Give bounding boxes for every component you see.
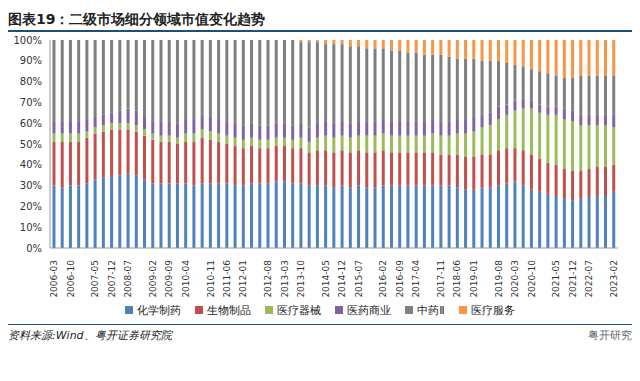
svg-text:70%: 70%	[20, 97, 42, 108]
svg-text:40%: 40%	[20, 159, 42, 170]
svg-text:2021-05: 2021-05	[551, 260, 561, 298]
svg-text:2019-08: 2019-08	[494, 260, 504, 298]
svg-text:2007-05: 2007-05	[90, 260, 100, 298]
svg-text:2022-07: 2022-07	[584, 260, 594, 298]
svg-text:20%: 20%	[20, 201, 42, 212]
svg-text:2010-04: 2010-04	[181, 260, 191, 298]
svg-text:30%: 30%	[20, 180, 42, 191]
svg-text:2013-10: 2013-10	[296, 260, 306, 298]
html-text:医疗服务: 医疗服务	[470, 303, 515, 317]
svg-text:90%: 90%	[20, 55, 42, 66]
svg-text:2012-01: 2012-01	[238, 260, 248, 298]
svg-text:2016-09: 2016-09	[395, 260, 405, 298]
svg-text:2008-07: 2008-07	[123, 260, 133, 298]
html-text:医药商业: 医药商业	[347, 303, 392, 317]
svg-text:2010-11: 2010-11	[206, 260, 216, 298]
svg-text:2017-04: 2017-04	[411, 260, 421, 298]
svg-text:2006-10: 2006-10	[66, 260, 76, 298]
html-text:医疗器械: 医疗器械	[277, 303, 322, 317]
html-text:粤开研究: 粤开研究	[588, 328, 632, 342]
svg-text:2012-08: 2012-08	[263, 260, 273, 298]
svg-text:2006-03: 2006-03	[49, 260, 59, 298]
html-text:中药Ⅱ: 中药Ⅱ	[417, 303, 445, 317]
svg-text:2018-06: 2018-06	[452, 260, 462, 298]
svg-text:2020-03: 2020-03	[510, 260, 520, 298]
svg-text:2009-02: 2009-02	[148, 260, 158, 298]
svg-text:10%: 10%	[20, 222, 42, 233]
svg-text:60%: 60%	[20, 118, 42, 129]
svg-text:100%: 100%	[13, 35, 42, 46]
svg-text:50%: 50%	[20, 139, 42, 150]
svg-text:80%: 80%	[20, 76, 42, 87]
svg-text:0%: 0%	[26, 243, 42, 254]
svg-text:2017-11: 2017-11	[436, 260, 446, 298]
svg-text:2009-09: 2009-09	[164, 260, 174, 298]
svg-text:2007-12: 2007-12	[107, 260, 117, 298]
svg-text:2023-02: 2023-02	[609, 260, 619, 298]
svg-text:2020-10: 2020-10	[527, 260, 537, 298]
svg-text:2014-05: 2014-05	[321, 260, 331, 298]
svg-text:2019-01: 2019-01	[469, 260, 479, 298]
svg-text:2013-03: 2013-03	[280, 260, 290, 298]
html-text:生物制品: 生物制品	[207, 303, 252, 317]
svg-text:2021-12: 2021-12	[568, 260, 578, 298]
svg-text:2015-07: 2015-07	[354, 260, 364, 298]
svg-text:2014-12: 2014-12	[337, 260, 347, 298]
html-text:资料来源:Wind、粤开证券研究院: 资料来源:Wind、粤开证券研究院	[8, 328, 172, 342]
svg-text:2011-06: 2011-06	[222, 260, 232, 298]
html-text:图表19：二级市场细分领域市值变化趋势: 图表19：二级市场细分领域市值变化趋势	[8, 11, 266, 27]
svg-text:2016-02: 2016-02	[378, 260, 388, 298]
html-text:化学制药: 化学制药	[137, 303, 182, 317]
